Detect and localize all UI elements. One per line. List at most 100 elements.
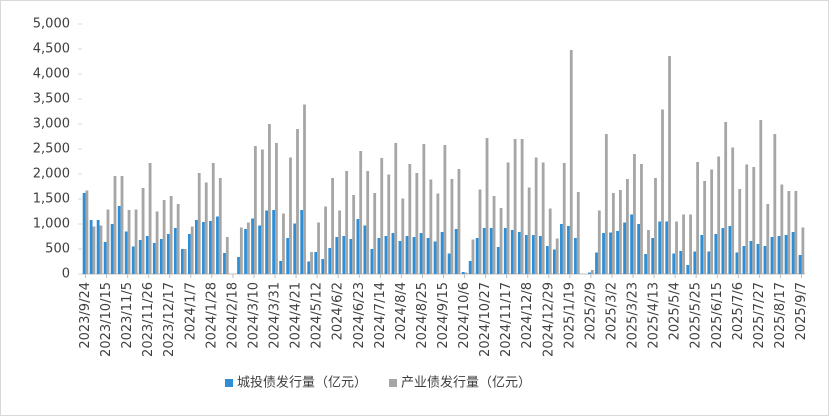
bar	[356, 219, 360, 274]
bar	[618, 190, 622, 274]
bar	[471, 239, 475, 274]
y-tick-label: 0	[62, 267, 70, 282]
bar	[675, 221, 678, 274]
bar	[560, 224, 563, 274]
bar	[103, 242, 107, 274]
bar	[640, 164, 643, 274]
bar	[225, 237, 229, 274]
bar	[148, 163, 152, 274]
bar	[461, 272, 465, 274]
bar	[300, 210, 304, 274]
bar	[310, 252, 313, 274]
bar	[82, 193, 86, 274]
x-tick-label: 2023/10/15	[99, 282, 114, 357]
bar	[352, 195, 356, 274]
bar	[590, 270, 594, 274]
x-tick-label: 2023/11/5	[120, 282, 135, 349]
bar	[260, 149, 264, 274]
bar	[562, 163, 566, 274]
bar	[548, 208, 552, 274]
bar	[272, 210, 276, 274]
x-tick-label: 2023/11/26	[141, 282, 156, 357]
bar	[752, 167, 756, 274]
bar	[527, 187, 531, 274]
bar	[377, 238, 381, 274]
bar	[426, 238, 430, 274]
bar	[447, 253, 451, 274]
bar	[801, 227, 805, 274]
bar	[314, 252, 318, 274]
bar	[342, 236, 346, 274]
bar	[373, 193, 377, 274]
bar	[244, 229, 247, 274]
bar	[338, 210, 342, 274]
bar	[506, 162, 510, 274]
bar	[216, 216, 219, 274]
bar	[576, 192, 580, 274]
bar	[422, 144, 426, 274]
bar	[366, 171, 370, 274]
bar	[773, 134, 777, 274]
legend-label: 产业债发行量（亿元）	[401, 375, 531, 391]
bar	[777, 236, 781, 274]
bar	[457, 169, 461, 274]
bar	[567, 226, 570, 274]
bar	[464, 272, 468, 274]
bar	[237, 257, 240, 274]
bar	[780, 184, 784, 274]
bar	[412, 237, 416, 274]
bar	[166, 234, 170, 274]
bar	[524, 235, 528, 274]
y-tick-label: 3,000	[33, 117, 70, 132]
bar	[791, 232, 795, 274]
bar	[113, 176, 117, 274]
x-tick-label: 2024/8/25	[415, 282, 430, 349]
bar	[134, 209, 138, 274]
bar	[187, 234, 191, 274]
bar	[85, 190, 89, 274]
bar	[633, 154, 636, 274]
bar	[679, 251, 683, 274]
bar	[700, 235, 704, 274]
bar	[223, 253, 226, 274]
bar	[499, 208, 503, 274]
bar	[209, 221, 212, 274]
bar	[197, 173, 201, 274]
bar	[644, 254, 648, 274]
bar	[454, 229, 458, 274]
bar	[359, 151, 363, 274]
bar	[440, 232, 444, 274]
bar	[661, 109, 664, 274]
bar	[616, 231, 619, 274]
bar	[345, 171, 349, 274]
bar	[647, 230, 650, 274]
bar	[665, 221, 669, 274]
x-tick-label: 2025/3/2	[604, 282, 619, 340]
y-tick-label: 5,000	[33, 17, 70, 32]
bar	[401, 198, 405, 274]
bar	[176, 204, 180, 274]
bar	[296, 129, 299, 274]
bar	[482, 228, 486, 274]
x-tick-label: 2024/12/8	[520, 282, 535, 349]
bar	[710, 169, 714, 274]
bar	[307, 261, 311, 274]
bar	[436, 193, 440, 274]
bar	[545, 246, 549, 274]
bar	[745, 164, 749, 274]
bar	[787, 191, 791, 274]
bar	[609, 232, 612, 274]
bar	[742, 246, 746, 274]
x-tick-label: 2024/5/12	[310, 282, 325, 349]
bar	[759, 120, 763, 274]
bar	[714, 234, 718, 274]
bar	[131, 246, 135, 274]
bar	[763, 246, 767, 274]
bar	[190, 226, 194, 274]
bar	[127, 210, 131, 274]
bar	[724, 122, 728, 274]
bar	[204, 182, 208, 274]
bar	[363, 225, 367, 274]
x-tick-label: 2024/12/29	[541, 282, 556, 357]
bar	[630, 214, 634, 274]
